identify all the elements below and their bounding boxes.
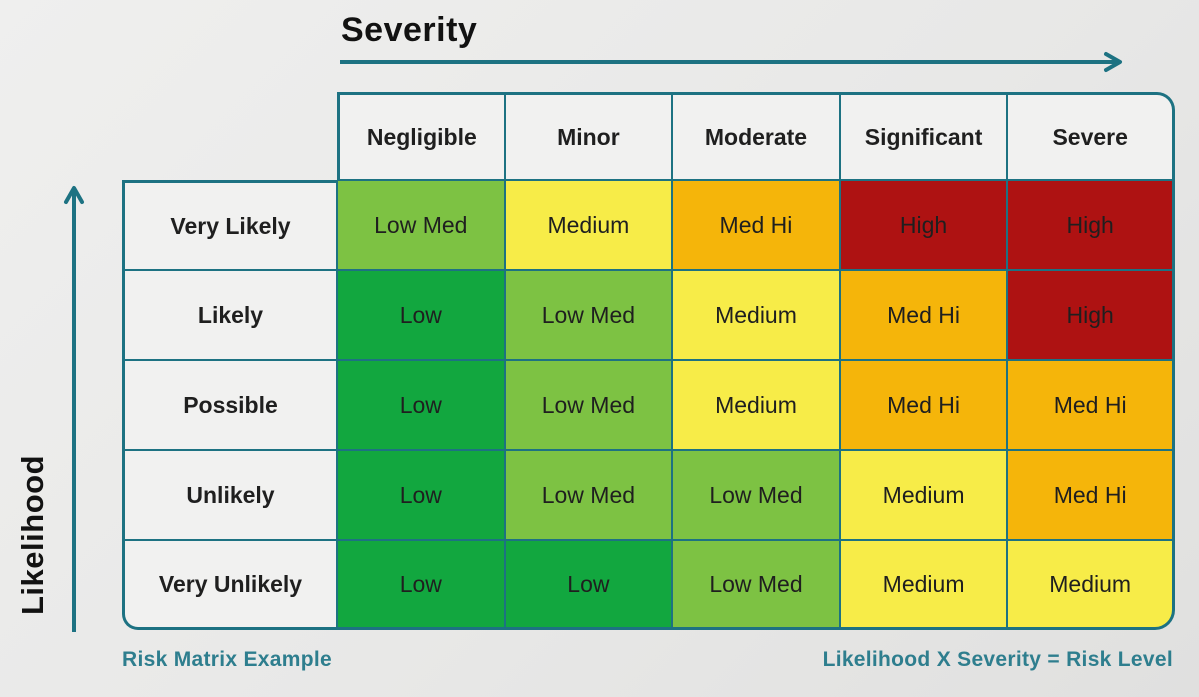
risk-cell: Medium xyxy=(672,270,840,360)
risk-cell: Low xyxy=(337,540,505,630)
risk-cell: Med Hi xyxy=(1007,360,1175,450)
risk-cell: High xyxy=(1007,270,1175,360)
matrix-title-caption: Risk Matrix Example xyxy=(122,648,332,671)
risk-cell: High xyxy=(839,180,1008,270)
risk-cell: Low xyxy=(337,270,505,360)
column-header: Severe xyxy=(1007,92,1175,180)
risk-cell: Low Med xyxy=(337,180,505,270)
column-header: Moderate xyxy=(672,92,840,180)
risk-cell: Medium xyxy=(672,360,840,450)
likelihood-axis-title: Likelihood xyxy=(15,455,50,616)
risk-cell: Low xyxy=(337,360,505,450)
risk-cell: Med Hi xyxy=(839,270,1008,360)
matrix-grid: Negligible Minor Moderate Significant Severe… xyxy=(122,92,1175,630)
column-header: Significant xyxy=(839,92,1008,180)
severity-axis-title: Severity xyxy=(341,11,478,49)
risk-cell: Low Med xyxy=(504,360,673,450)
likelihood-arrow-icon xyxy=(64,186,84,632)
risk-cell: Medium xyxy=(1007,540,1175,630)
column-header: Negligible xyxy=(337,92,505,180)
risk-cell: Low xyxy=(504,540,673,630)
row-label: Unlikely xyxy=(122,450,337,540)
row-label: Very Unlikely xyxy=(122,540,337,630)
corner-spacer xyxy=(122,92,337,180)
risk-cell: Low xyxy=(337,450,505,540)
row-label: Very Likely xyxy=(122,180,337,270)
risk-cell: Low Med xyxy=(672,540,840,630)
row-label: Likely xyxy=(122,270,337,360)
risk-cell: Med Hi xyxy=(839,360,1008,450)
risk-cell: Medium xyxy=(504,180,673,270)
formula-caption: Likelihood X Severity = Risk Level xyxy=(822,648,1173,671)
severity-arrow-icon xyxy=(340,52,1122,72)
row-label: Possible xyxy=(122,360,337,450)
risk-cell: Medium xyxy=(839,540,1008,630)
risk-cell: Medium xyxy=(839,450,1008,540)
column-header: Minor xyxy=(504,92,673,180)
risk-cell: High xyxy=(1007,180,1175,270)
risk-cell: Med Hi xyxy=(672,180,840,270)
risk-cell: Low Med xyxy=(504,270,673,360)
risk-cell: Low Med xyxy=(504,450,673,540)
risk-cell: Med Hi xyxy=(1007,450,1175,540)
risk-cell: Low Med xyxy=(672,450,840,540)
